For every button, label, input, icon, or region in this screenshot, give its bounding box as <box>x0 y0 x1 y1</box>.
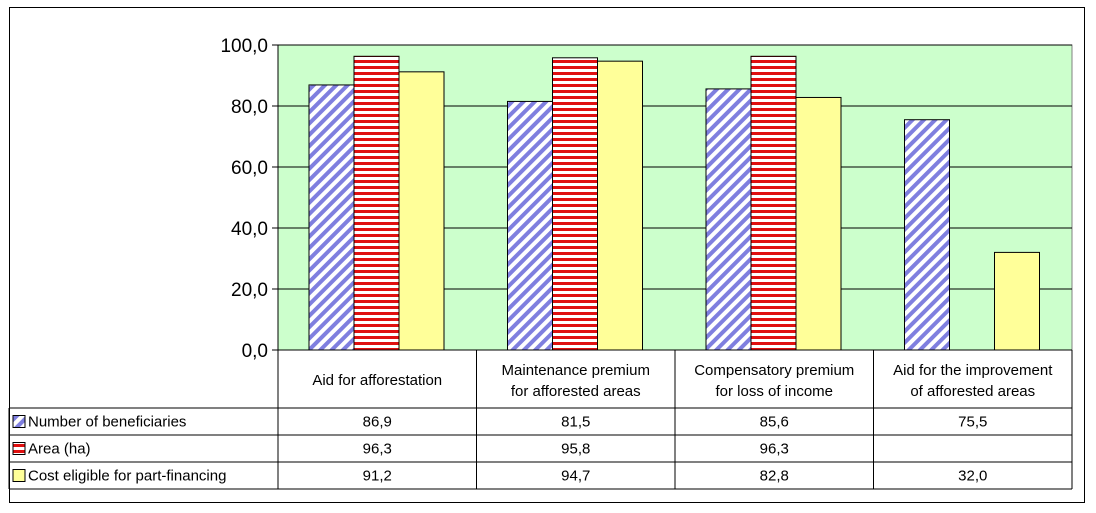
legend-label: Number of beneficiaries <box>28 414 186 431</box>
x-category-label: Compensatory premium <box>694 362 854 379</box>
legend-key <box>12 415 26 428</box>
data-label: 32,0 <box>958 468 987 485</box>
bar-2-2 <box>552 57 598 351</box>
bar-2-1 <box>353 55 400 351</box>
data-label: 85,6 <box>760 414 789 431</box>
data-label: 96,3 <box>760 441 789 458</box>
x-category-label: Maintenance premium <box>502 362 650 379</box>
y-tick-label: 40,0 <box>231 219 268 240</box>
y-tick-label: 0,0 <box>242 341 268 362</box>
data-label: 95,8 <box>561 441 590 458</box>
x-category-label: Aid for afforestation <box>312 372 442 389</box>
x-category-label: Aid for the improvement <box>893 362 1053 379</box>
bar-3-2 <box>597 60 643 351</box>
bar-1-4 <box>904 119 950 351</box>
bar-3-4 <box>994 251 1040 351</box>
data-label: 94,7 <box>561 468 590 485</box>
data-label: 96,3 <box>363 441 392 458</box>
bar-1-3 <box>705 88 752 351</box>
y-tick-label: 20,0 <box>231 280 268 301</box>
data-label: 75,5 <box>958 414 987 431</box>
bar-3-1 <box>398 71 445 351</box>
legend-key <box>12 442 26 455</box>
data-label: 82,8 <box>760 468 789 485</box>
data-label: 86,9 <box>363 414 392 431</box>
bar-3-3 <box>795 96 842 351</box>
y-tick-label: 100,0 <box>220 36 268 57</box>
bar-1-2 <box>507 100 553 351</box>
legend-label: Cost eligible for part-financing <box>28 468 226 485</box>
y-tick-label: 80,0 <box>231 97 268 118</box>
x-category-label: for loss of income <box>715 383 833 400</box>
legend-key <box>12 469 26 482</box>
bar-1-1 <box>308 84 355 351</box>
x-category-label: for afforested areas <box>511 383 641 400</box>
data-label: 91,2 <box>363 468 392 485</box>
legend-label: Area (ha) <box>28 441 91 458</box>
data-label: 81,5 <box>561 414 590 431</box>
bar-2-3 <box>750 55 797 351</box>
y-tick-label: 60,0 <box>231 158 268 179</box>
x-category-label: of afforested areas <box>910 383 1035 400</box>
